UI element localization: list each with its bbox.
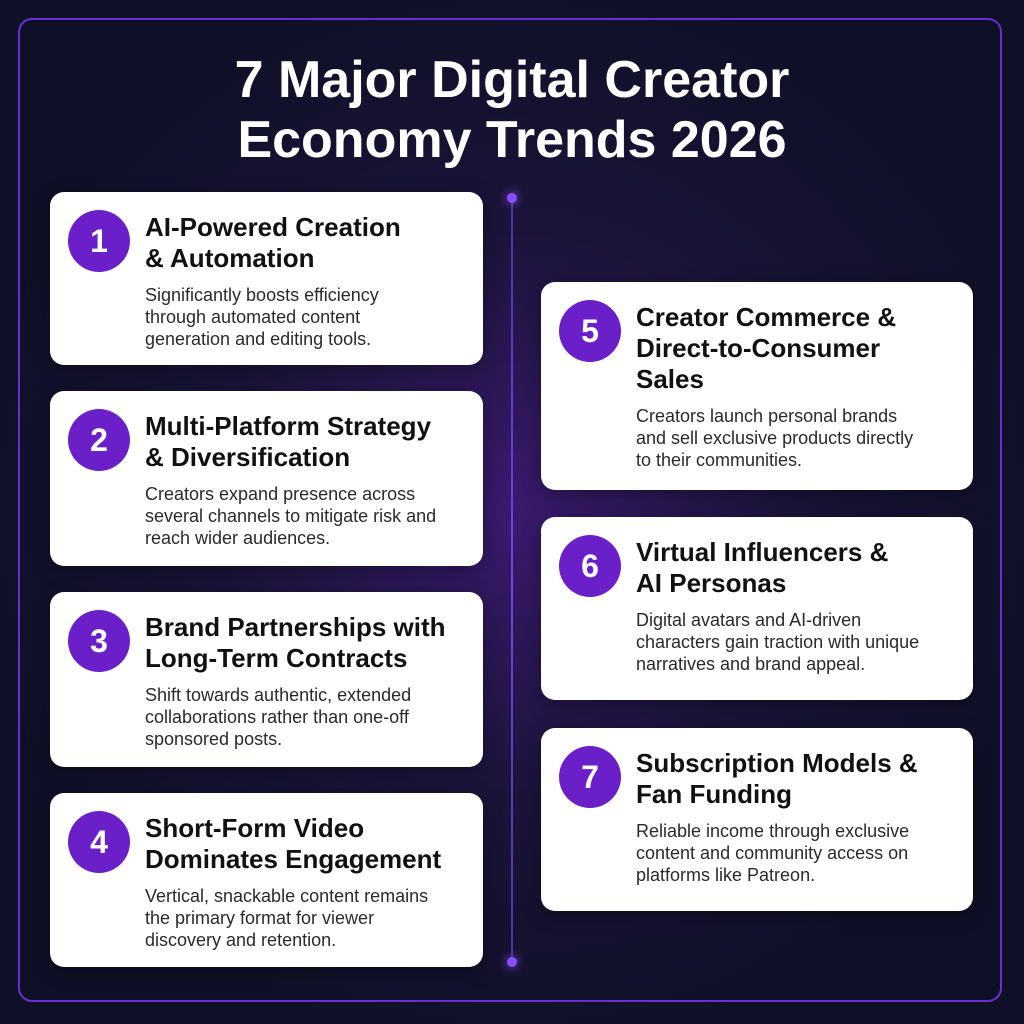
description-line: characters gain traction with unique xyxy=(636,632,920,652)
description-line: discovery and retention. xyxy=(145,930,337,950)
description-line: the primary format for viewer xyxy=(145,908,375,928)
trend-card: 5 Creator Commerce & Direct-to-Consumer Sal… xyxy=(541,282,973,490)
title-line: Economy Trends 2026 xyxy=(237,111,787,169)
timeline xyxy=(511,198,513,962)
trend-card: 6 Virtual Influencers & AI Personas Digital… xyxy=(541,517,973,700)
trend-description: Shift towards authentic, extended collabo… xyxy=(145,684,446,750)
trend-description: Digital avatars and AI-driven characters … xyxy=(636,609,919,675)
description-line: platforms like Patreon. xyxy=(636,865,816,885)
trend-body: Virtual Influencers & AI Personas Digital … xyxy=(636,537,919,675)
trend-title-line: AI Personas xyxy=(636,568,787,598)
description-line: through automated content xyxy=(145,307,361,327)
trend-title-line: Creator Commerce & xyxy=(636,302,897,332)
trend-body: Short-Form Video Dominates Engagement Vert… xyxy=(145,813,441,951)
trend-title-line: AI-Powered Creation xyxy=(145,212,401,242)
trend-number: 6 xyxy=(559,535,621,597)
trend-title-line: Direct-to-Consumer xyxy=(636,333,881,363)
trend-title-line: Virtual Influencers & xyxy=(636,537,889,567)
trend-card: 2 Multi-Platform Strategy & Diversificatio… xyxy=(50,391,483,566)
description-line: narratives and brand appeal. xyxy=(636,654,866,674)
description-line: Creators expand presence across xyxy=(145,484,416,504)
description-line: sponsored posts. xyxy=(145,729,283,749)
trend-body: Subscription Models & Fan Funding Reliable… xyxy=(636,748,918,886)
trend-description: Creators expand presence across several c… xyxy=(145,483,436,549)
trend-description: Significantly boosts efficiency through a… xyxy=(145,284,401,350)
page-title: 7 Major Digital Creator Economy Trends 2… xyxy=(0,50,1024,170)
trend-body: Multi-Platform Strategy & Diversification… xyxy=(145,411,436,549)
trend-title-line: Multi-Platform Strategy xyxy=(145,411,432,441)
title-line: 7 Major Digital Creator xyxy=(234,51,790,109)
description-line: Reliable income through exclusive xyxy=(636,821,910,841)
description-line: reach wider audiences. xyxy=(145,528,331,548)
frame xyxy=(18,18,1002,1002)
trend-description: Creators launch personal brands and sell … xyxy=(636,405,913,471)
trend-card: 3 Brand Partnerships with Long-Term Contra… xyxy=(50,592,483,767)
description-line: Creators launch personal brands xyxy=(636,406,898,426)
trend-description: Reliable income through exclusive content… xyxy=(636,820,918,886)
trend-title-line: Brand Partnerships with xyxy=(145,612,446,642)
trend-description: Vertical, snackable content remains the p… xyxy=(145,885,441,951)
description-line: content and community access on xyxy=(636,843,909,863)
description-line: to their communities. xyxy=(636,450,803,470)
description-line: and sell exclusive products directly xyxy=(636,428,914,448)
trend-body: Brand Partnerships with Long-Term Contrac… xyxy=(145,612,446,750)
trend-number: 2 xyxy=(68,409,130,471)
trend-number: 1 xyxy=(68,210,130,272)
trend-title-line: & Diversification xyxy=(145,442,351,472)
trend-title-line: Fan Funding xyxy=(636,779,792,809)
description-line: Significantly boosts efficiency xyxy=(145,285,379,305)
trend-number: 4 xyxy=(68,811,130,873)
trend-number: 5 xyxy=(559,300,621,362)
description-line: Vertical, snackable content remains xyxy=(145,886,429,906)
timeline-dot xyxy=(507,193,517,203)
trend-card: 1 AI-Powered Creation & Automation Signific… xyxy=(50,192,483,365)
trend-title-line: Sales xyxy=(636,364,704,394)
trend-title-line: Short-Form Video xyxy=(145,813,365,843)
description-line: generation and editing tools. xyxy=(145,329,372,349)
trend-title-line: Long-Term Contracts xyxy=(145,643,408,673)
trend-number: 7 xyxy=(559,746,621,808)
trend-title-line: Dominates Engagement xyxy=(145,844,442,874)
trend-title-line: Subscription Models & xyxy=(636,748,918,778)
trend-card: 4 Short-Form Video Dominates Engagement Ver… xyxy=(50,793,483,967)
description-line: Shift towards authentic, extended xyxy=(145,685,412,705)
timeline-dot xyxy=(507,957,517,967)
description-line: several channels to mitigate risk and xyxy=(145,506,437,526)
trend-body: Creator Commerce & Direct-to-Consumer Sale… xyxy=(636,302,913,471)
trend-title-line: & Automation xyxy=(145,243,315,273)
trend-card: 7 Subscription Models & Fan Funding Reliabl… xyxy=(541,728,973,911)
trend-body: AI-Powered Creation & Automation Significa… xyxy=(145,212,401,350)
trend-number: 3 xyxy=(68,610,130,672)
description-line: Digital avatars and AI-driven xyxy=(636,610,862,630)
description-line: collaborations rather than one-off xyxy=(145,707,409,727)
